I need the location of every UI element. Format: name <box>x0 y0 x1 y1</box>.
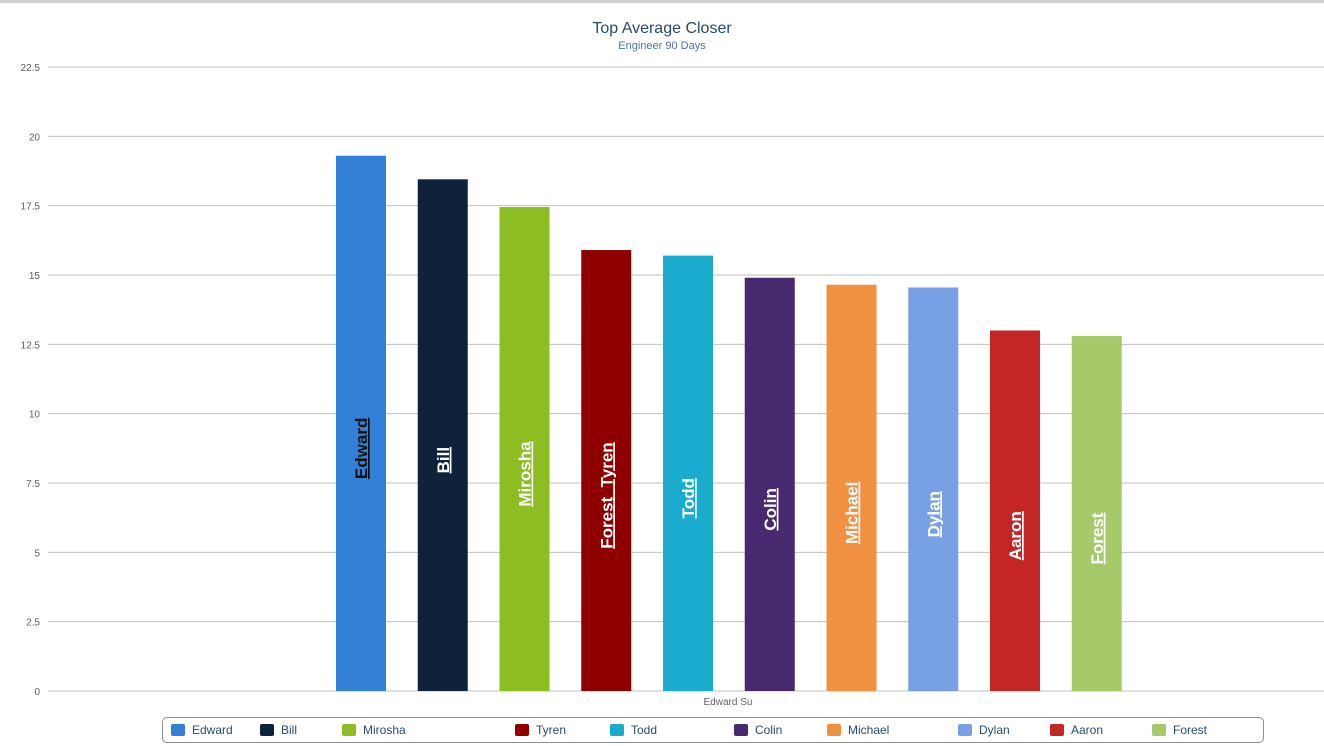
legend-item-bill[interactable]: Bill <box>260 723 297 737</box>
data-label: Michael <box>843 482 862 544</box>
legend-swatch <box>171 724 185 736</box>
bar-michael <box>826 284 877 691</box>
data-label: Dylan <box>924 491 943 537</box>
legend-label: Forest <box>1173 723 1208 737</box>
data-label: Forest <box>1088 512 1107 564</box>
data-label: Todd <box>679 478 698 518</box>
chart-subtitle: Engineer 90 Days <box>618 40 706 52</box>
legend-label: Bill <box>281 723 298 737</box>
data-label: Forest Tyren <box>597 442 616 548</box>
legend-label: Michael <box>848 723 890 737</box>
legend-swatch <box>260 724 274 736</box>
y-tick-label: 17.5 <box>21 202 41 213</box>
legend-item-todd[interactable]: Todd <box>610 723 657 737</box>
y-tick-label: 12.5 <box>21 340 41 351</box>
legend-swatch <box>342 724 356 736</box>
legend-item-michael[interactable]: Michael <box>827 723 889 737</box>
data-label: Bill <box>434 447 453 473</box>
data-label: Aaron <box>1006 511 1025 560</box>
legend-item-edward[interactable]: Edward <box>171 723 233 737</box>
legend-label: Edward <box>192 723 233 737</box>
y-tick-label: 10 <box>29 410 41 421</box>
y-tick-label: 5 <box>34 548 40 559</box>
legend-swatch <box>1152 724 1166 736</box>
legend-label: Mirosha <box>363 723 406 737</box>
legend-swatch <box>1050 724 1064 736</box>
legend-item-forest[interactable]: Forest <box>1152 723 1207 737</box>
y-tick-label: 20 <box>29 132 41 143</box>
bar-dylan <box>908 287 959 691</box>
legend-item-mirosha[interactable]: Mirosha <box>342 723 406 737</box>
bar-mirosha <box>499 207 550 691</box>
data-label: Mirosha <box>516 441 535 507</box>
legend-label: Tyren <box>536 723 567 737</box>
x-axis-label: Edward Su <box>704 697 753 708</box>
bar-forest <box>1071 336 1122 691</box>
bar-aaron <box>990 330 1040 691</box>
legend-swatch <box>610 724 624 736</box>
data-label: Edward <box>352 418 371 479</box>
legend-label: Todd <box>631 723 658 737</box>
y-tick-label: 2.5 <box>26 618 40 629</box>
y-tick-label: 15 <box>29 271 41 282</box>
legend: Edward Bill Mirosha Tyren Todd Colin Michael Dy… <box>162 717 1264 743</box>
legend-item-tyren[interactable]: Tyren <box>515 723 566 737</box>
legend-item-colin[interactable]: Colin <box>734 723 782 737</box>
y-tick-label: 22.5 <box>21 63 41 74</box>
legend-swatch <box>958 724 972 736</box>
legend-swatch <box>734 724 748 736</box>
chart-title: Top Average Closer <box>592 20 732 37</box>
y-tick-label: 7.5 <box>26 479 40 490</box>
legend-label: Dylan <box>979 723 1010 737</box>
legend-item-dylan[interactable]: Dylan <box>958 723 1010 737</box>
top-border <box>0 0 1324 3</box>
legend-item-aaron[interactable]: Aaron <box>1050 723 1103 737</box>
bar-colin <box>744 277 795 691</box>
bar-edward <box>336 155 386 691</box>
bar-bill <box>417 179 468 691</box>
legend-swatch <box>515 724 529 736</box>
data-label: Colin <box>761 488 780 531</box>
legend-swatch <box>827 724 841 736</box>
legend-label: Colin <box>755 723 783 737</box>
legend-label: Aaron <box>1071 723 1104 737</box>
bar-todd <box>663 255 713 691</box>
y-tick-label: 0 <box>34 687 40 698</box>
bar-tyren <box>581 250 632 692</box>
